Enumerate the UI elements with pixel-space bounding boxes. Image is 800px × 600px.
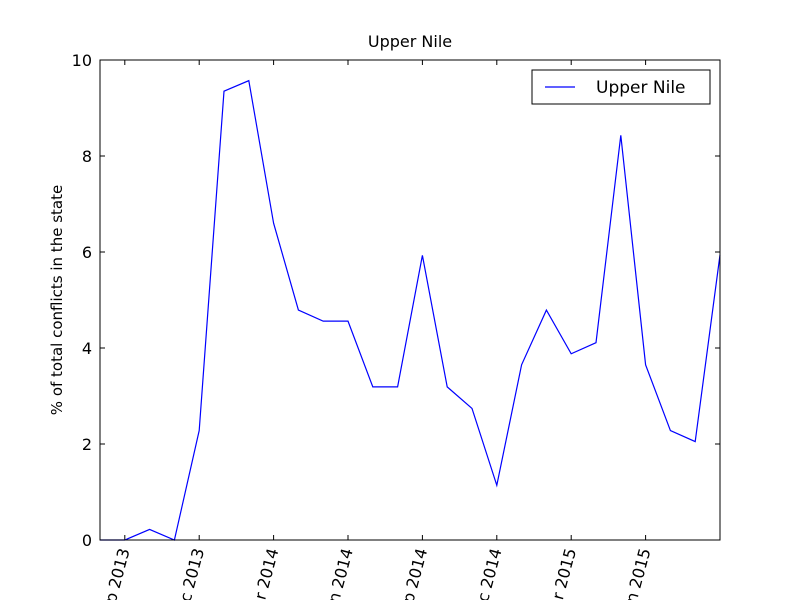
x-tick-label: Mar 2014	[244, 546, 282, 600]
x-tick-label: Dec 2013	[170, 546, 208, 600]
x-tick-label: Jun 2014	[320, 546, 357, 600]
chart-title: Upper Nile	[368, 32, 452, 51]
y-tick-label: 6	[82, 243, 92, 262]
y-tick-label: 10	[72, 51, 92, 70]
legend-label: Upper Nile	[596, 78, 686, 98]
plot-frame	[99, 59, 721, 541]
legend: Upper Nile	[531, 69, 711, 105]
y-tick-label: 0	[82, 531, 92, 550]
x-tick-label: Jun 2015	[618, 546, 655, 600]
y-axis-label: % of total conflicts in the state	[48, 185, 66, 415]
y-tick-label: 2	[82, 435, 92, 454]
x-tick-label: Dec 2014	[467, 546, 505, 600]
series-line	[100, 79, 721, 541]
y-tick-label: 4	[82, 339, 92, 358]
x-tick-label: Mar 2015	[542, 546, 580, 600]
x-tick-label: Sep 2013	[96, 546, 134, 600]
y-tick-label: 8	[82, 147, 92, 166]
x-tick-label: Sep 2014	[393, 546, 431, 600]
